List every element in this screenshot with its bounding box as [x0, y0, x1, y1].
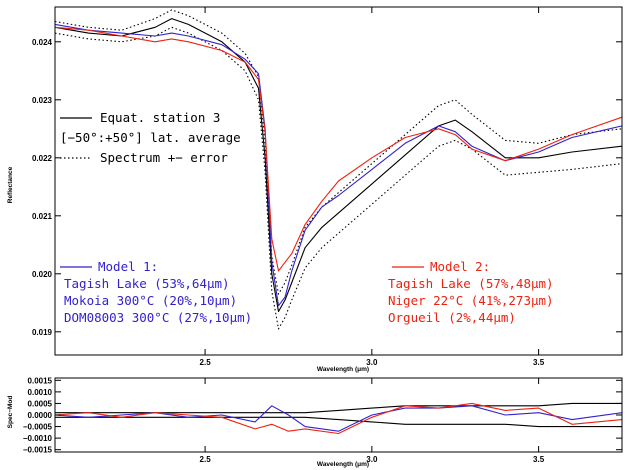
legend-entry-station: Equat. station 3 — [100, 110, 220, 125]
residual-plot-frame — [54, 377, 623, 453]
reflectance-xtick-label: 3.5 — [533, 358, 545, 367]
residual-ytick-label: 0.0015 — [28, 376, 53, 385]
reflectance-series-line-1 — [54, 9, 623, 295]
residual-ylabel: Spec−Mod — [7, 396, 14, 429]
model1-legend: Model 1: Tagish Lake (53%,64μm) Mokoia 3… — [60, 259, 252, 325]
model2-line-2: Niger 22°C (41%,273μm) — [388, 293, 554, 308]
reflectance-series-line-0 — [54, 18, 623, 313]
reflectance-ytick-label: 0.023 — [32, 96, 53, 105]
reflectance-series-line-4 — [54, 26, 623, 272]
model2-legend: Model 2: Tagish Lake (57%,48μm) Niger 22… — [388, 259, 554, 325]
residual-plot: 2.5 3.0 3.5 0.0015 0.0010 0.0005 0.0000 −0.0005… — [7, 376, 623, 468]
reflectance-ytick-label: 0.024 — [32, 38, 53, 47]
residual-xtick-label: 3.5 — [533, 455, 545, 464]
top-legend: Equat. station 3 [−50°:+50°] lat. averag… — [60, 110, 241, 165]
reflectance-ytick-label: 0.021 — [32, 212, 53, 221]
reflectance-ticks: 2.5 3.0 3.5 0.019 0.020 0.021 0.022 0.023 0.024 — [32, 7, 622, 367]
model2-title: Model 2: — [430, 259, 490, 274]
model2-line-1: Tagish Lake (57%,48μm) — [388, 276, 554, 291]
legend-entry-error: Spectrum +− error — [100, 150, 228, 165]
model2-line-3: Orgueil (2%,44μm) — [388, 310, 516, 325]
model1-line-2: Mokoia 300°C (20%,10μm) — [64, 293, 237, 308]
reflectance-ytick-label: 0.020 — [32, 270, 53, 279]
reflectance-xtick-label: 2.5 — [200, 358, 212, 367]
residual-ytick-label: −0.0005 — [23, 423, 53, 432]
residual-series-line-3 — [54, 402, 623, 435]
reflectance-ytick-label: 0.022 — [32, 154, 53, 163]
residual-series-group — [54, 402, 623, 435]
reflectance-series-line-3 — [54, 23, 623, 307]
residual-series-line-2 — [54, 405, 623, 432]
residual-ytick-label: 0.0005 — [28, 399, 53, 408]
residual-ytick-label: −0.0015 — [23, 446, 53, 455]
reflectance-plot-frame — [54, 6, 623, 356]
residual-xtick-label: 3.0 — [366, 455, 378, 464]
residual-ytick-label: −0.0010 — [23, 434, 53, 443]
residual-xlabel: Wavelength (μm) — [317, 461, 369, 468]
model1-title: Model 1: — [98, 259, 158, 274]
reflectance-ylabel: Reflectance — [7, 166, 14, 203]
reflectance-xlabel: Wavelength (μm) — [317, 366, 369, 373]
residual-ticks: 2.5 3.0 3.5 0.0015 0.0010 0.0005 0.0000 −0.0005… — [23, 376, 622, 464]
model1-line-3: DOM08003 300°C (27%,10μm) — [64, 310, 252, 325]
reflectance-series-line-2 — [54, 26, 623, 330]
residual-series-line-1 — [55, 416, 622, 428]
residual-ytick-label: 0.0000 — [28, 411, 53, 420]
reflectance-plot: 2.5 3.0 3.50.0190.0200.0210.0220.0230.024 … — [7, 6, 623, 373]
residual-ytick-label: 0.0010 — [28, 388, 53, 397]
model1-line-1: Tagish Lake (53%,64μm) — [64, 276, 230, 291]
reflectance-series-group — [54, 9, 623, 330]
legend-entry-latavg: [−50°:+50°] lat. average — [60, 130, 241, 145]
reflectance-xtick-label: 3.0 — [366, 358, 378, 367]
reflectance-ytick-label: 0.019 — [32, 328, 53, 337]
residual-xtick-label: 2.5 — [200, 455, 212, 464]
